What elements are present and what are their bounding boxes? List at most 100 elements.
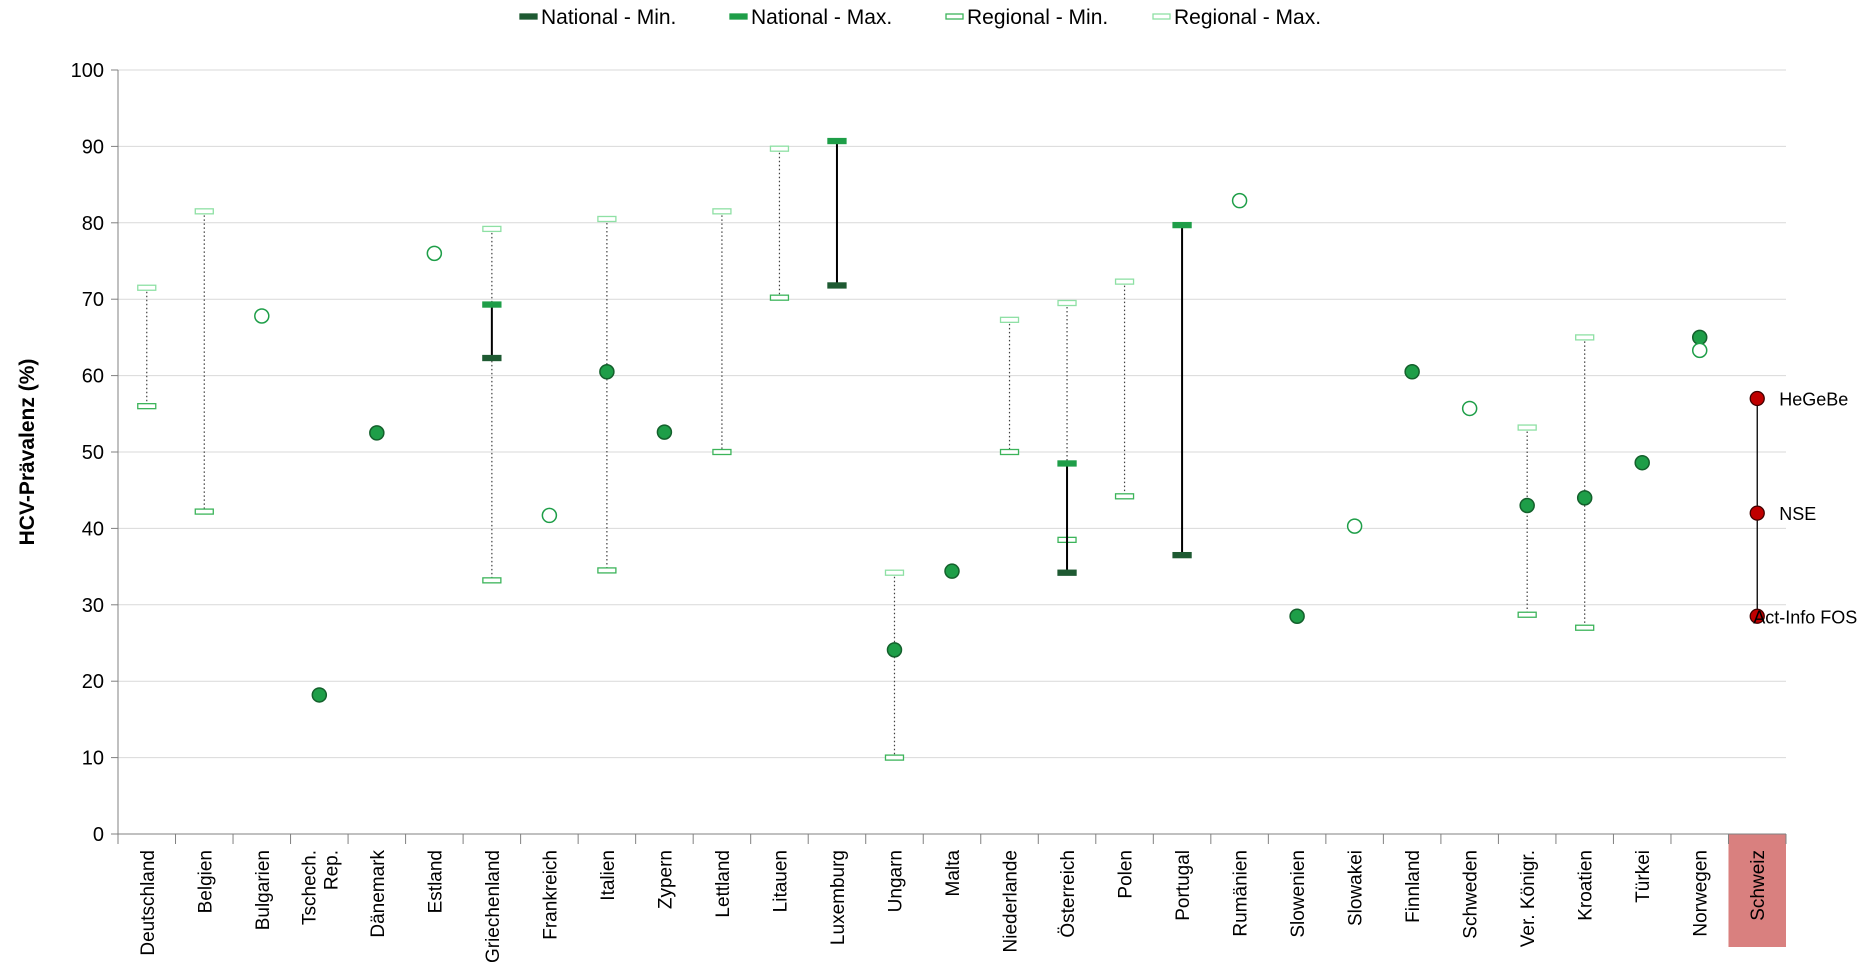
regional-min-marker <box>482 577 502 584</box>
regional-min-marker <box>712 448 732 456</box>
regional-min-marker <box>1114 493 1135 500</box>
x-category-label: Finnland <box>1403 850 1424 923</box>
x-category-label: Schweiz <box>1748 850 1769 921</box>
x-category-label: Deutschland <box>138 850 159 956</box>
x-category-label: Norwegen <box>1691 850 1712 937</box>
x-category-label: Slowakei <box>1346 850 1367 926</box>
x-category-label: Tschech.Rep. <box>299 850 342 925</box>
y-tick-label: 100 <box>71 60 104 82</box>
regional-max-marker <box>999 316 1020 323</box>
legend-label-regional-max: Regional - Max. <box>1174 6 1321 29</box>
x-category-label: Estland <box>425 850 446 913</box>
regional-min-marker <box>1517 611 1537 618</box>
regional-point <box>541 507 558 524</box>
x-category-label: Lettland <box>713 850 734 918</box>
swiss-point <box>1749 390 1765 407</box>
x-category-label: Ver. Königr. <box>1518 850 1539 947</box>
legend-swatch-national-max <box>729 13 748 20</box>
y-tick-label: 80 <box>82 213 104 235</box>
legend-label-national-max: National - Max. <box>751 6 892 29</box>
highlight-region <box>1728 834 1786 947</box>
y-tick-label: 50 <box>82 442 104 464</box>
swiss-point <box>1749 505 1765 521</box>
national-point <box>1519 497 1535 514</box>
national-point <box>1404 364 1420 380</box>
national-point <box>1634 454 1650 471</box>
national-max-marker <box>1057 460 1077 467</box>
national-min-marker <box>1057 569 1077 576</box>
x-category-label: Kroatien <box>1576 850 1597 921</box>
regional-point <box>254 308 270 324</box>
y-tick-label: 70 <box>82 289 104 311</box>
y-tick-label: 30 <box>82 595 104 617</box>
highlight-bg <box>1728 834 1786 947</box>
y-axis: 0 10 20 30 40 50 60 70 80 90 100 <box>71 60 119 846</box>
regional-max-marker <box>712 208 732 215</box>
regional-min-marker <box>884 754 905 761</box>
x-category-label: Frankreich <box>540 850 561 940</box>
national-point <box>599 364 615 380</box>
regional-point <box>1691 342 1708 359</box>
x-category-label: Österreich <box>1058 850 1079 938</box>
national-max-marker <box>1172 221 1192 229</box>
y-tick-label: 90 <box>82 136 104 158</box>
x-category-label: Polen <box>1116 850 1137 899</box>
national-min-marker <box>827 282 847 289</box>
data-marks: HeGeBe NSE Act-Info FOS <box>137 137 1857 761</box>
y-tick-label: 10 <box>82 748 104 770</box>
national-max-marker <box>827 137 847 145</box>
regional-min-marker <box>194 508 214 515</box>
regional-max-marker <box>1114 278 1135 285</box>
x-category-label: Portugal <box>1173 850 1194 921</box>
x-category-label: Schweden <box>1461 850 1482 939</box>
legend-label-national-min: National - Min. <box>541 6 676 29</box>
x-category-label: Slowenien <box>1288 850 1309 938</box>
y-tick-label: 60 <box>82 366 104 388</box>
x-category-label: Ungarn <box>885 850 906 912</box>
regional-max-marker <box>482 225 502 233</box>
national-point <box>1289 608 1305 625</box>
regional-point <box>1231 192 1248 209</box>
national-point <box>369 425 385 441</box>
x-category-label: Dänemark <box>368 850 389 938</box>
national-max-marker <box>482 301 502 308</box>
regional-min-marker <box>1575 624 1595 631</box>
national-point <box>1691 329 1708 346</box>
x-category-label: Litauen <box>770 850 791 912</box>
swiss-point-label: NSE <box>1779 504 1816 524</box>
y-tick-label: 0 <box>93 824 104 846</box>
legend-label-regional-min: Regional - Min. <box>967 6 1108 29</box>
x-category-label: Türkei <box>1633 850 1654 903</box>
x-category-label: Niederlande <box>1001 850 1022 952</box>
regional-point <box>1346 518 1363 534</box>
regional-min-marker <box>597 567 617 574</box>
x-category-label: Griechenland <box>483 850 504 963</box>
swiss-point <box>1749 608 1765 624</box>
national-point <box>886 642 903 658</box>
y-tick-label: 20 <box>82 671 104 693</box>
regional-max-marker <box>1057 299 1077 307</box>
swiss-point-label: HeGeBe <box>1779 390 1848 410</box>
x-category-label: Italien <box>598 850 619 901</box>
legend-swatch-national-min <box>519 13 538 20</box>
gridlines <box>118 69 1786 759</box>
x-category-label: Rumänien <box>1231 850 1252 937</box>
legend-swatch-regional-min <box>945 13 964 20</box>
x-category-label: Malta <box>943 850 964 897</box>
regional-point <box>426 245 443 262</box>
regional-max-marker <box>597 215 617 223</box>
regional-min-marker <box>999 448 1020 456</box>
regional-point <box>1461 400 1478 417</box>
regional-max-marker <box>1575 334 1595 341</box>
regional-min-marker <box>137 403 157 410</box>
national-min-marker <box>482 354 502 362</box>
x-category-label: Bulgarien <box>253 850 274 930</box>
x-category-label: Belgien <box>195 850 216 913</box>
x-category-label: Zypern <box>655 850 676 909</box>
national-point <box>944 563 960 579</box>
national-point <box>311 687 328 703</box>
regional-max-marker <box>194 208 214 215</box>
legend: National - Min. National - Max. Regional -… <box>519 6 1321 29</box>
x-category-label: Luxemburg <box>828 850 849 945</box>
